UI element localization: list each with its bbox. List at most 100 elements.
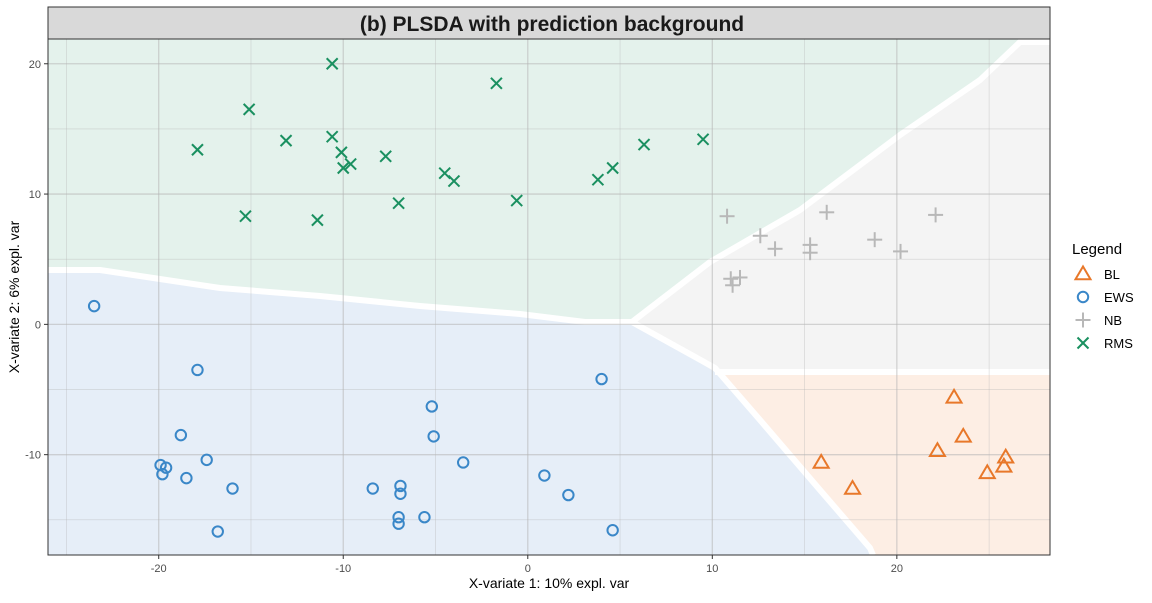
point-ews xyxy=(159,461,173,474)
point-rms-b xyxy=(335,146,348,159)
x-tick-label: 20 xyxy=(891,563,903,575)
point-rms xyxy=(325,57,339,70)
point-rms-b xyxy=(379,150,392,163)
point-rms-b xyxy=(438,167,451,180)
point-rms xyxy=(239,210,252,223)
y-axis-label: X-variate 2: 6% expl. var xyxy=(6,220,22,373)
x-tick-label: 10 xyxy=(706,563,718,575)
x-tick-label: -10 xyxy=(335,563,351,575)
point-rms-b xyxy=(325,57,339,70)
point-ews xyxy=(87,299,101,313)
x-tick-label: -20 xyxy=(151,563,167,575)
point-rms xyxy=(191,143,204,156)
chart-title: (b) PLSDA with prediction background xyxy=(360,13,744,36)
point-rms xyxy=(392,196,405,210)
point-ews xyxy=(394,479,407,493)
title-strip xyxy=(47,6,1051,40)
point-rms xyxy=(490,77,503,90)
legend: Legend BL EWS NB RMS xyxy=(1072,241,1134,351)
point-rms-b xyxy=(191,143,204,156)
legend-label-rms: RMS xyxy=(1104,336,1133,351)
point-bl xyxy=(954,426,973,443)
point-nb xyxy=(893,243,909,259)
point-rms xyxy=(591,173,605,186)
point-rms xyxy=(242,103,256,116)
point-rms-b xyxy=(591,173,605,186)
legend-key-bl xyxy=(1073,264,1093,281)
point-rms xyxy=(510,194,523,207)
point-bl xyxy=(944,387,964,404)
legend-key-rms xyxy=(1076,336,1090,350)
legend-title: Legend xyxy=(1072,241,1122,258)
point-ews xyxy=(606,524,619,537)
point-rms-b xyxy=(311,213,324,227)
point-ews xyxy=(191,363,204,377)
point-ews xyxy=(427,430,440,443)
region-nb xyxy=(632,42,1050,372)
region-bl xyxy=(715,372,1050,555)
point-rms-b xyxy=(344,157,357,171)
legend-label-ews: EWS xyxy=(1104,290,1134,305)
point-rms xyxy=(606,161,619,175)
y-tick-label: 0 xyxy=(35,319,41,331)
point-ews xyxy=(211,525,224,538)
point-rms-b xyxy=(392,196,405,210)
point-ews xyxy=(456,456,470,469)
x-tick-label: 0 xyxy=(525,563,531,575)
point-rms-b xyxy=(242,103,256,116)
point-bl xyxy=(811,453,831,469)
point-ews xyxy=(425,400,439,413)
point-ews xyxy=(366,482,379,495)
point-nb xyxy=(752,228,768,244)
region-ews xyxy=(48,270,873,555)
point-rms-b xyxy=(239,210,252,223)
point-ews xyxy=(392,517,405,530)
point-rms-b xyxy=(490,77,503,90)
point-rms xyxy=(344,157,357,171)
point-ews xyxy=(562,488,575,502)
point-ews xyxy=(538,469,551,482)
point-nb xyxy=(767,241,783,257)
point-rms xyxy=(637,138,651,151)
x-axis: -20 -10 0 10 20 xyxy=(151,555,903,575)
point-rms-b xyxy=(447,174,461,188)
point-nb xyxy=(725,277,741,293)
point-ews xyxy=(418,511,431,524)
point-bl xyxy=(996,447,1015,464)
point-rms-b xyxy=(510,194,523,207)
point-ews xyxy=(156,468,169,481)
point-rms xyxy=(447,174,461,188)
point-bl xyxy=(843,479,862,495)
point-rms-b xyxy=(637,138,651,151)
point-rms-b xyxy=(279,134,293,147)
y-tick-label: -10 xyxy=(25,450,41,462)
point-rms-b xyxy=(606,161,619,175)
legend-key-nb xyxy=(1075,312,1091,328)
point-nb xyxy=(867,232,883,248)
point-bl xyxy=(994,456,1014,473)
boundary-line xyxy=(630,39,1050,325)
boundary-line xyxy=(48,267,632,325)
point-nb xyxy=(928,207,944,223)
point-rms xyxy=(311,213,324,227)
point-rms xyxy=(335,146,348,159)
point-rms xyxy=(696,133,710,146)
legend-key-rms-b xyxy=(1076,336,1090,350)
point-ews xyxy=(392,511,405,524)
point-rms xyxy=(379,150,392,163)
prediction-background xyxy=(48,39,1050,557)
point-rms-b xyxy=(696,133,710,146)
region-rms xyxy=(48,39,1050,322)
point-bl xyxy=(928,441,947,458)
point-ews xyxy=(394,487,407,500)
legend-key-ews xyxy=(1076,290,1090,304)
point-rms-b xyxy=(337,161,350,175)
point-ews xyxy=(174,428,188,442)
point-nb xyxy=(819,204,835,220)
point-ews xyxy=(180,471,193,485)
legend-label-nb: NB xyxy=(1104,313,1122,328)
y-axis: -10 0 10 20 xyxy=(25,59,48,462)
point-nb xyxy=(723,271,739,287)
